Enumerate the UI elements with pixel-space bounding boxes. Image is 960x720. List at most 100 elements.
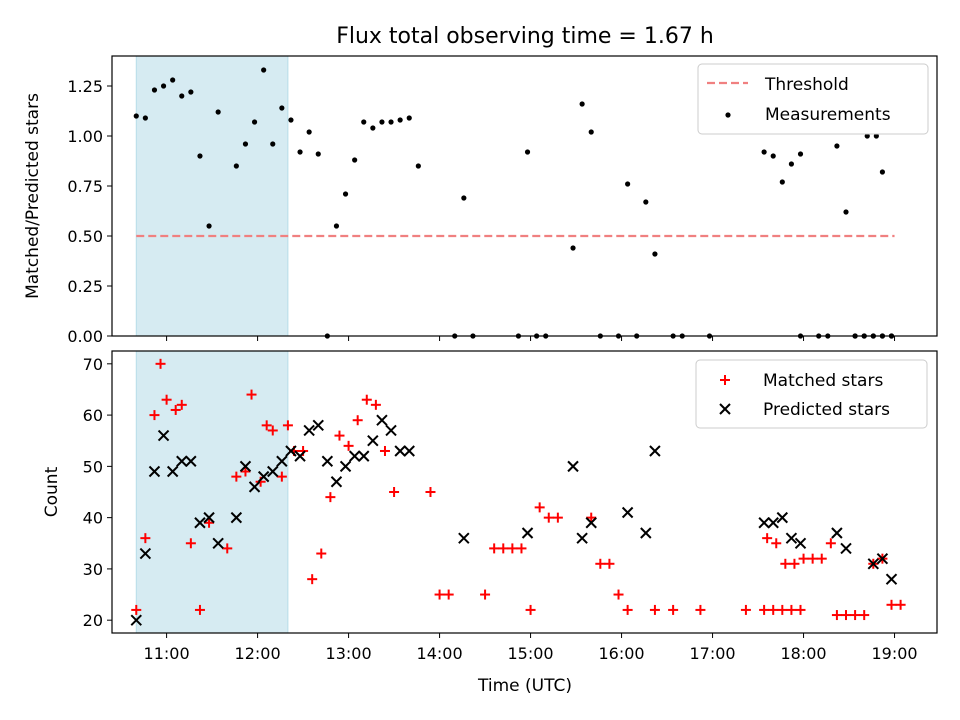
bottom-axes: 20 30 40 50 60 70 11:00 12:00 13:00 14:00 15:00 16… (42, 350, 938, 696)
predicted-star-point (203, 511, 215, 524)
predicted-star-point (130, 614, 142, 626)
matched-star-point (695, 604, 706, 615)
predicted-star-point (294, 450, 306, 462)
predicted-star-point (758, 517, 770, 529)
matched-star-point (149, 410, 160, 421)
matched-star-point (604, 558, 615, 569)
matched-star-point (789, 558, 800, 569)
predicted-star-point (212, 537, 224, 549)
predicted-star-point (276, 455, 288, 467)
matched-star-point (204, 517, 215, 528)
measurement-point (524, 149, 531, 155)
matched-star-point (768, 604, 779, 615)
matched-star-point (552, 512, 563, 523)
legend-predicted-label: Predicted stars (763, 400, 890, 420)
matched-star-point (352, 415, 363, 426)
predicted-star-point (303, 424, 315, 437)
matched-star-point (795, 604, 806, 615)
measurement-point (873, 133, 879, 139)
measurement-point (879, 169, 886, 175)
predicted-star-point (831, 527, 843, 539)
predicted-star-point (157, 429, 170, 442)
matched-star-point (389, 487, 400, 497)
predicted-star-point (376, 414, 388, 426)
predicted-star-point (166, 465, 179, 478)
measurement-point (261, 67, 267, 73)
measurement-point (788, 161, 795, 167)
x-tick-label: 12:00 (235, 644, 281, 663)
measurement-point (279, 105, 285, 111)
matched-star-point (370, 399, 381, 410)
predicted-star-point (139, 547, 152, 560)
matched-star-point (498, 543, 509, 554)
x-tick-label: 17:00 (689, 644, 735, 663)
measurement-point (188, 89, 194, 95)
matched-star-point (194, 604, 205, 615)
predicted-star-point (248, 481, 261, 493)
matched-star-point (276, 471, 287, 482)
matched-star-point (613, 589, 624, 600)
measurement-point (342, 191, 349, 197)
y-tick-label: 0.50 (67, 227, 103, 246)
measurement-point (397, 117, 403, 123)
matched-star-point (777, 604, 788, 615)
measurement-point (834, 143, 840, 149)
matched-star-point (859, 610, 870, 621)
y-tick-label: 0.25 (67, 277, 103, 296)
measurement-point (242, 141, 249, 147)
predicted-star-point (576, 532, 588, 544)
matched-star-point (434, 589, 445, 600)
matched-star-point (267, 425, 278, 436)
y-tick-label: 0.00 (67, 327, 103, 346)
matched-star-point (759, 604, 770, 615)
predicted-star-point (794, 537, 807, 549)
measurement-point (170, 77, 176, 83)
matched-star-point (534, 502, 545, 513)
matched-star-point (480, 589, 491, 600)
matched-star-point (425, 487, 436, 497)
x-axis-label: Time (UTC) (477, 676, 572, 696)
measurement-point (388, 119, 394, 125)
predicted-star-point (257, 470, 270, 483)
bottom-legend: Matched stars Predicted stars (695, 359, 928, 429)
matched-star-point (543, 512, 554, 523)
predicted-star-point (394, 445, 406, 457)
measurement-point (406, 115, 412, 121)
measurement-point (643, 199, 649, 205)
predicted-star-point (348, 450, 361, 462)
matched-star-point (155, 358, 166, 369)
legend-threshold-label: Threshold (764, 75, 849, 95)
matched-star-point (525, 604, 536, 615)
matched-star-point (140, 533, 151, 544)
matched-star-point (895, 599, 906, 610)
legend-predicted-swatch (719, 403, 731, 415)
predicted-star-point (649, 445, 661, 457)
predicted-star-point (403, 445, 415, 457)
legend-box (695, 359, 928, 429)
matched-star-point (516, 543, 527, 554)
matched-star-point (489, 543, 500, 554)
matched-star-point (222, 543, 233, 554)
matched-star-point (161, 394, 172, 405)
measurement-point (625, 181, 631, 187)
y-tick-label: 1.00 (67, 127, 103, 146)
measurement-point (361, 119, 367, 125)
measurement-point (270, 141, 276, 147)
predicted-star-point (385, 424, 397, 437)
matched-star-point (798, 553, 809, 564)
predicted-star-point (776, 511, 789, 524)
bottom-y-axis-label: Count (42, 466, 62, 517)
measurement-point (288, 117, 294, 123)
predicted-star-point (840, 542, 852, 555)
y-tick-label: 1.25 (67, 77, 103, 96)
predicted-star-point (876, 552, 889, 565)
matched-star-point (334, 430, 345, 441)
matched-star-point (316, 548, 327, 559)
matched-star-point (379, 445, 390, 456)
y-tick-label: 70 (83, 355, 103, 374)
measurement-point (306, 129, 312, 135)
predicted-star-point (785, 532, 798, 544)
measurement-point (352, 157, 358, 163)
measurement-point (770, 153, 776, 159)
measurement-point (215, 109, 221, 115)
